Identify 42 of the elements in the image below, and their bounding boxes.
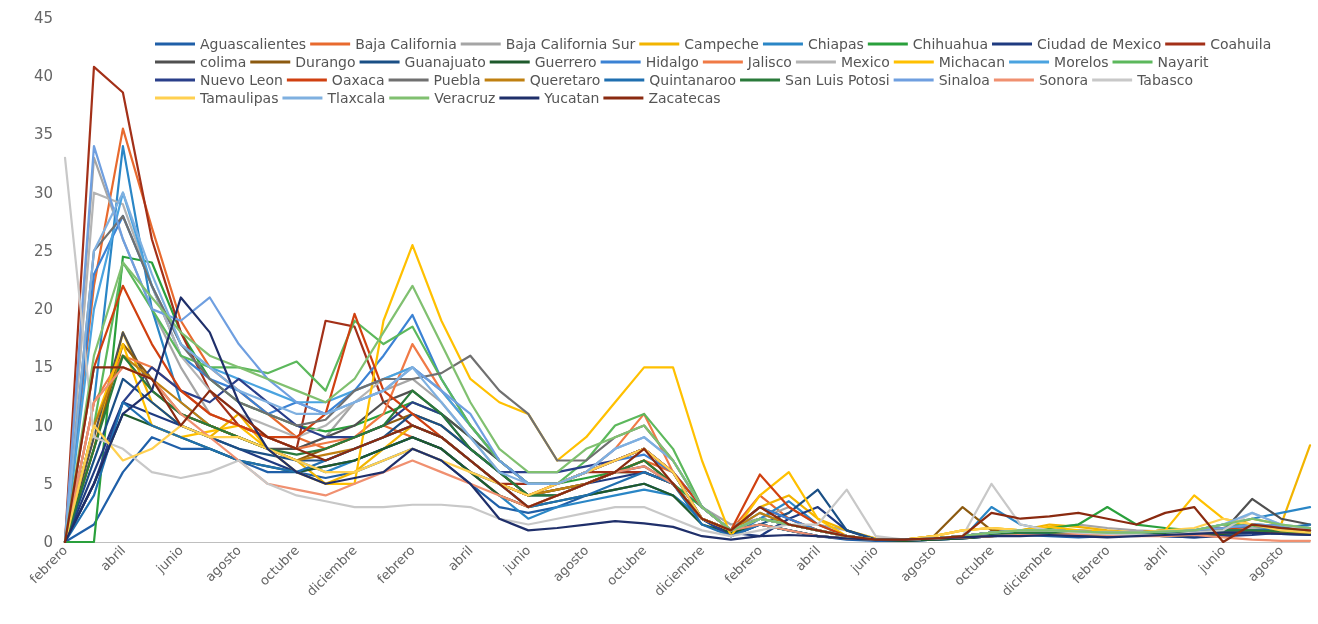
legend-label: Mexico (840, 54, 890, 70)
legend-label: Chiapas (807, 36, 864, 52)
y-tick-label: 40 (33, 67, 53, 86)
legend-label: Puebla (433, 72, 481, 88)
legend-label: Sinaloa (938, 72, 990, 88)
y-tick-label: 10 (33, 416, 53, 435)
y-tick-label: 5 (43, 474, 53, 493)
y-tick-label: 15 (33, 358, 53, 377)
legend-label: Durango (295, 54, 356, 70)
legend-label: Baja California (355, 36, 457, 52)
y-tick-label: 35 (33, 125, 53, 144)
legend-label: Morelos (1054, 54, 1109, 70)
legend-label: Zacatecas (648, 90, 721, 106)
legend-label: Tlaxcala (326, 90, 386, 106)
legend-label: Yucatan (543, 90, 600, 106)
y-tick-label: 0 (43, 533, 53, 551)
y-tick-label: 30 (33, 183, 53, 202)
legend-label: Ciudad de Mexico (1037, 36, 1162, 52)
legend-label: Coahuila (1210, 36, 1272, 52)
legend-label: Michacan (938, 54, 1006, 70)
y-tick-label: 45 (33, 9, 53, 27)
legend-label: Aguascalientes (200, 36, 307, 52)
legend-label: Sonora (1038, 72, 1089, 88)
legend-label: Tamaulipas (199, 90, 279, 106)
legend-label: Chihuahua (912, 36, 989, 52)
y-tick-label: 25 (33, 241, 53, 260)
legend-label: Guanajuato (404, 54, 486, 70)
legend-label: Jalisco (746, 54, 792, 70)
legend-label: Veracruz (434, 90, 496, 106)
legend-label: Hidalgo (645, 54, 699, 70)
legend-label: Campeche (684, 36, 759, 52)
legend-label: Queretaro (529, 72, 601, 88)
legend-label: San Luis Potosi (785, 72, 890, 88)
legend-label: Quintanaroo (649, 72, 737, 88)
legend-label: Tabasco (1136, 72, 1193, 88)
legend-label: Oaxaca (331, 72, 385, 88)
legend-label: Nuevo Leon (200, 72, 283, 88)
legend-label: Guerrero (534, 54, 597, 70)
legend-label: colima (200, 54, 247, 70)
legend-label: Baja California Sur (505, 36, 636, 52)
legend-label: Nayarit (1157, 54, 1210, 70)
y-tick-label: 20 (33, 300, 53, 319)
